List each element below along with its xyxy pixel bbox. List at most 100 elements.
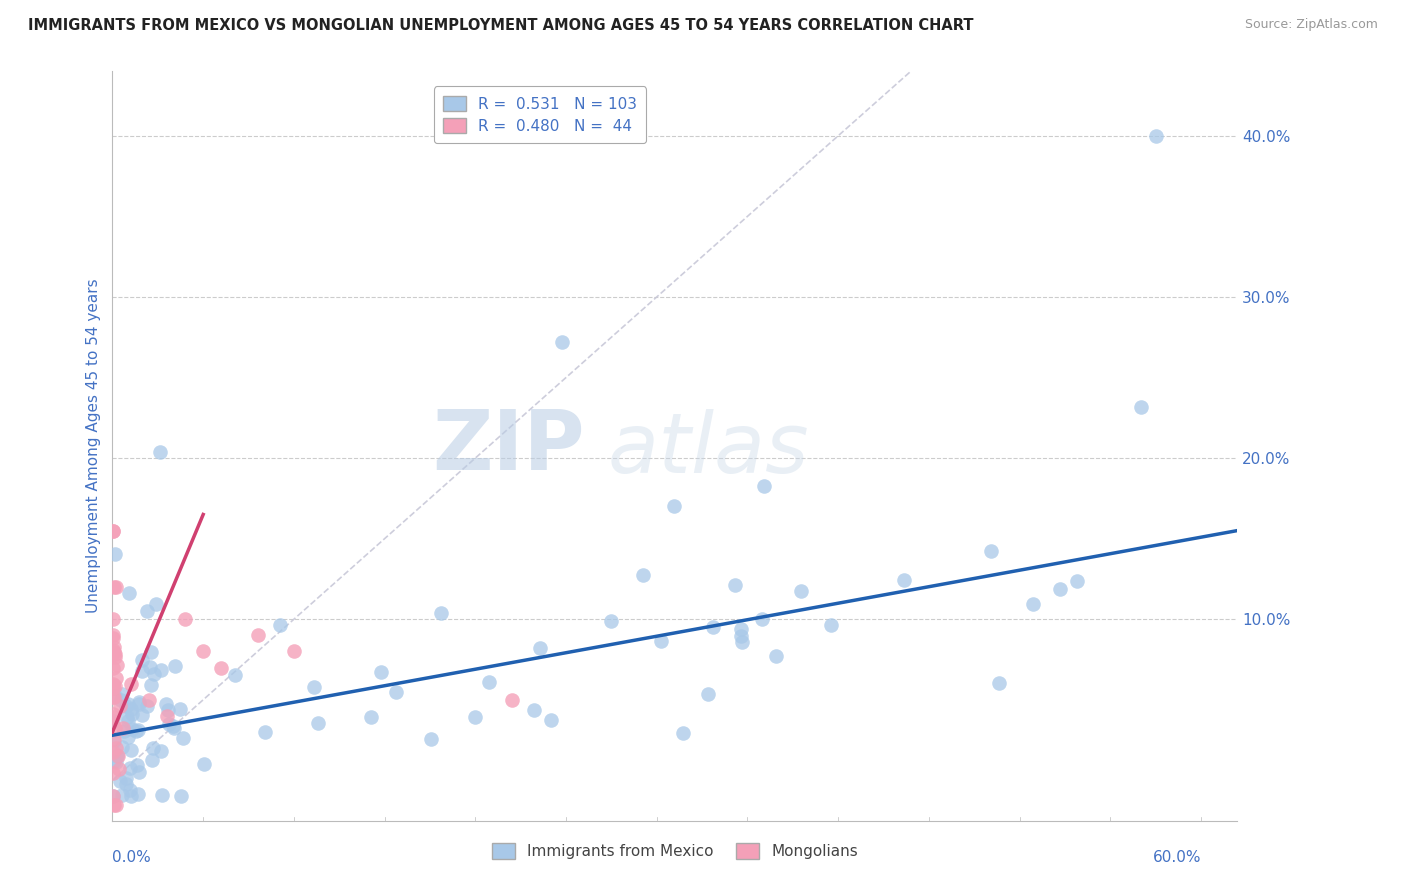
Point [131, 665, 153, 679]
Point [141, 645, 163, 659]
Point [193, 757, 215, 772]
Point [120, 743, 142, 757]
Point [360, 709, 382, 723]
Point [110, 740, 132, 755]
Point [103, 797, 125, 812]
Point [157, 716, 180, 731]
Point [169, 702, 191, 716]
Point [103, 689, 125, 703]
Point [121, 722, 143, 736]
Point [120, 702, 142, 716]
Point [478, 674, 501, 689]
Point [103, 628, 125, 642]
Point [110, 687, 132, 701]
Point [980, 544, 1002, 558]
Point [120, 782, 142, 797]
Point [139, 660, 162, 674]
Point [101, 631, 124, 645]
Point [101, 789, 124, 804]
Point [128, 697, 150, 711]
Point [650, 634, 672, 648]
Point [104, 679, 127, 693]
Point [551, 335, 574, 350]
Point [110, 693, 132, 707]
Point [820, 618, 842, 632]
Point [118, 760, 141, 774]
Point [127, 757, 149, 772]
Point [988, 676, 1011, 690]
Point [149, 444, 172, 458]
Text: Source: ZipAtlas.com: Source: ZipAtlas.com [1244, 18, 1378, 31]
Point [101, 766, 124, 780]
Point [115, 698, 138, 713]
Point [104, 547, 127, 561]
Point [142, 666, 165, 681]
Point [724, 578, 747, 592]
Point [633, 568, 655, 582]
Point [430, 606, 453, 620]
Point [107, 748, 129, 763]
Point [1066, 574, 1088, 589]
Point [103, 643, 125, 657]
Point [101, 678, 124, 692]
Point [103, 645, 125, 659]
Point [103, 731, 125, 746]
Text: atlas: atlas [607, 409, 808, 491]
Point [115, 710, 138, 724]
Point [1129, 400, 1152, 414]
Point [136, 604, 159, 618]
Point [105, 657, 128, 672]
Point [114, 777, 136, 791]
Point [101, 681, 124, 696]
Point [101, 677, 124, 691]
Point [105, 748, 128, 763]
Point [283, 644, 305, 658]
Point [128, 765, 150, 780]
Point [111, 788, 134, 802]
Point [893, 574, 915, 588]
Point [163, 721, 186, 735]
Point [104, 650, 127, 665]
Y-axis label: Unemployment Among Ages 45 to 54 years: Unemployment Among Ages 45 to 54 years [86, 278, 101, 614]
Point [103, 690, 125, 704]
Point [112, 724, 135, 739]
Point [702, 620, 724, 634]
Point [254, 725, 277, 739]
Point [172, 731, 194, 745]
Point [307, 715, 329, 730]
Point [224, 668, 246, 682]
Point [105, 671, 128, 685]
Point [112, 722, 135, 736]
Point [163, 659, 186, 673]
Point [145, 597, 167, 611]
Point [101, 746, 124, 760]
Point [101, 710, 124, 724]
Point [104, 647, 127, 661]
Point [103, 714, 125, 729]
Point [108, 699, 131, 714]
Point [127, 787, 149, 801]
Point [131, 707, 153, 722]
Point [150, 789, 173, 803]
Point [101, 690, 124, 704]
Point [193, 644, 215, 658]
Point [107, 747, 129, 762]
Point [124, 724, 146, 739]
Point [120, 789, 142, 804]
Point [174, 612, 197, 626]
Point [103, 640, 125, 654]
Point [672, 726, 695, 740]
Point [149, 744, 172, 758]
Point [104, 721, 127, 735]
Point [540, 713, 562, 727]
Point [730, 628, 752, 642]
Point [752, 479, 775, 493]
Point [104, 755, 127, 769]
Point [107, 762, 129, 776]
Point [105, 580, 128, 594]
Point [529, 640, 551, 655]
Text: 60.0%: 60.0% [1153, 850, 1201, 864]
Point [117, 730, 139, 744]
Point [117, 714, 139, 728]
Point [464, 710, 486, 724]
